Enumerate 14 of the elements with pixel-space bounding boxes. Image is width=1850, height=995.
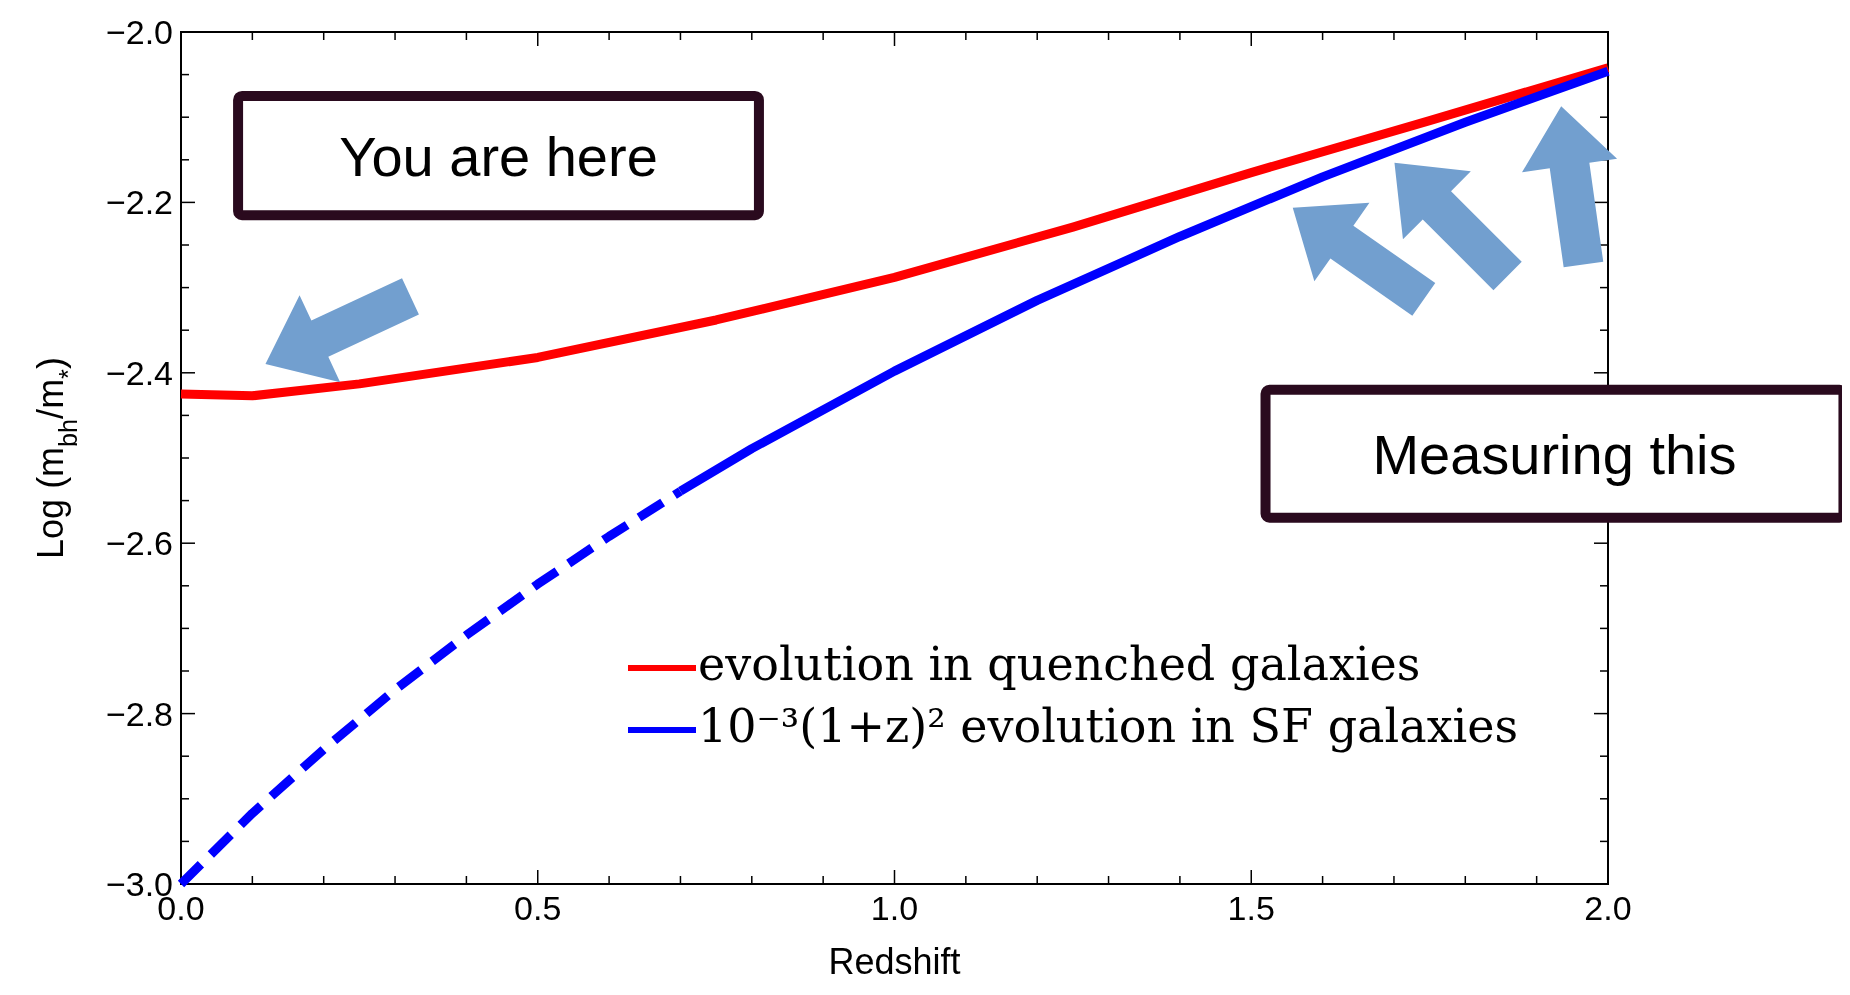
y-tick-label: −2.6 [105,524,173,563]
legend-label: evolution in quenched galaxies [698,637,1421,691]
y-tick-label: −2.2 [105,183,173,222]
x-tick-label: 2.0 [1584,889,1632,927]
legend-label: 10⁻³(1+z)² evolution in SF galaxies [698,699,1519,753]
y-tick-label: −2.0 [105,13,173,51]
x-tick-label: 1.5 [1227,889,1275,927]
y-tick-label: −2.4 [105,353,173,392]
y-tick-label: −2.8 [105,694,173,733]
x-tick-label: 0.5 [514,889,562,927]
annotation: You are here [339,124,658,188]
x-axis-title: Redshift [828,941,961,982]
annotation: Measuring this [1372,422,1737,486]
x-tick-label: 1.0 [870,889,919,927]
